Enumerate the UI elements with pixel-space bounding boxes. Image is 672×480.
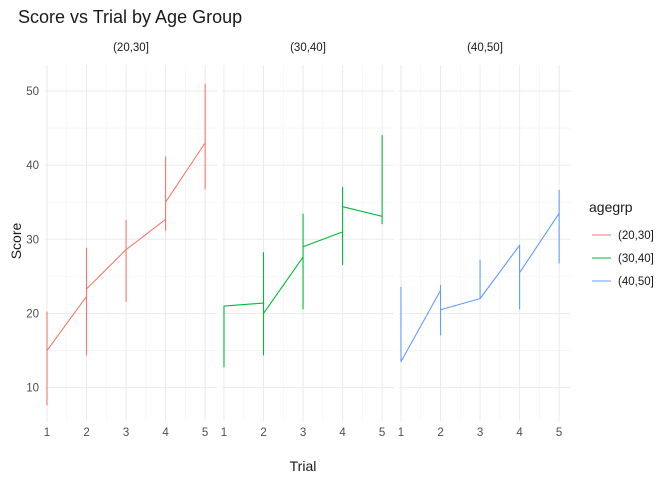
legend-item: (30,40]	[592, 253, 654, 265]
facet-panel: (30,40]	[222, 42, 394, 421]
facet-strip-label: (20,30]	[113, 42, 149, 54]
series-line	[400, 189, 560, 363]
x-tick-label: 2	[437, 427, 443, 439]
legend-label: (40,50]	[618, 276, 654, 288]
x-tick-label: 2	[83, 427, 89, 439]
x-tick-label: 1	[221, 427, 227, 439]
y-tick-labels: 10 20 30 40 50	[26, 86, 39, 395]
x-tick-label: 5	[556, 427, 562, 439]
panels: (20,30] (30,40] (40,50]	[45, 42, 571, 421]
y-tick-label: 50	[26, 86, 39, 98]
x-tick-label: 5	[202, 427, 208, 439]
facet-panel: (20,30]	[45, 42, 217, 421]
x-tick-label: 4	[162, 427, 169, 439]
x-tick-label: 4	[339, 427, 346, 439]
y-tick-label: 20	[26, 308, 39, 320]
facet-strip-label: (30,40]	[290, 42, 326, 54]
legend: agegrp (20,30] (30,40] (40,50]	[589, 199, 654, 288]
chart-title: Score vs Trial by Age Group	[18, 7, 242, 27]
legend-title: agegrp	[589, 199, 633, 215]
x-tick-label: 3	[477, 427, 483, 439]
legend-items: (20,30] (30,40] (40,50]	[592, 230, 654, 288]
x-axis-title: Trial	[290, 458, 317, 474]
y-tick-label: 30	[26, 234, 39, 246]
legend-label: (30,40]	[618, 253, 654, 265]
facet-panel: (40,50]	[399, 42, 571, 421]
x-tick-label: 4	[516, 427, 523, 439]
y-axis-title: Score	[8, 223, 24, 260]
x-tick-label: 1	[398, 427, 404, 439]
x-tick-label: 3	[300, 427, 306, 439]
x-tick-label: 2	[260, 427, 266, 439]
series-line	[46, 83, 206, 406]
legend-item: (40,50]	[592, 276, 654, 288]
x-tick-label: 3	[123, 427, 129, 439]
legend-label: (20,30]	[618, 230, 654, 242]
facet-strip-label: (40,50]	[467, 42, 503, 54]
y-tick-label: 10	[26, 383, 39, 395]
x-tick-label: 1	[44, 427, 50, 439]
x-tick-label: 5	[379, 427, 385, 439]
x-tick-labels: 1 2 3 4 5 1 2 3 4 5 1 2 3 4 5	[44, 427, 563, 439]
legend-item: (20,30]	[592, 230, 654, 242]
y-tick-label: 40	[26, 160, 39, 172]
series-line	[223, 134, 383, 368]
